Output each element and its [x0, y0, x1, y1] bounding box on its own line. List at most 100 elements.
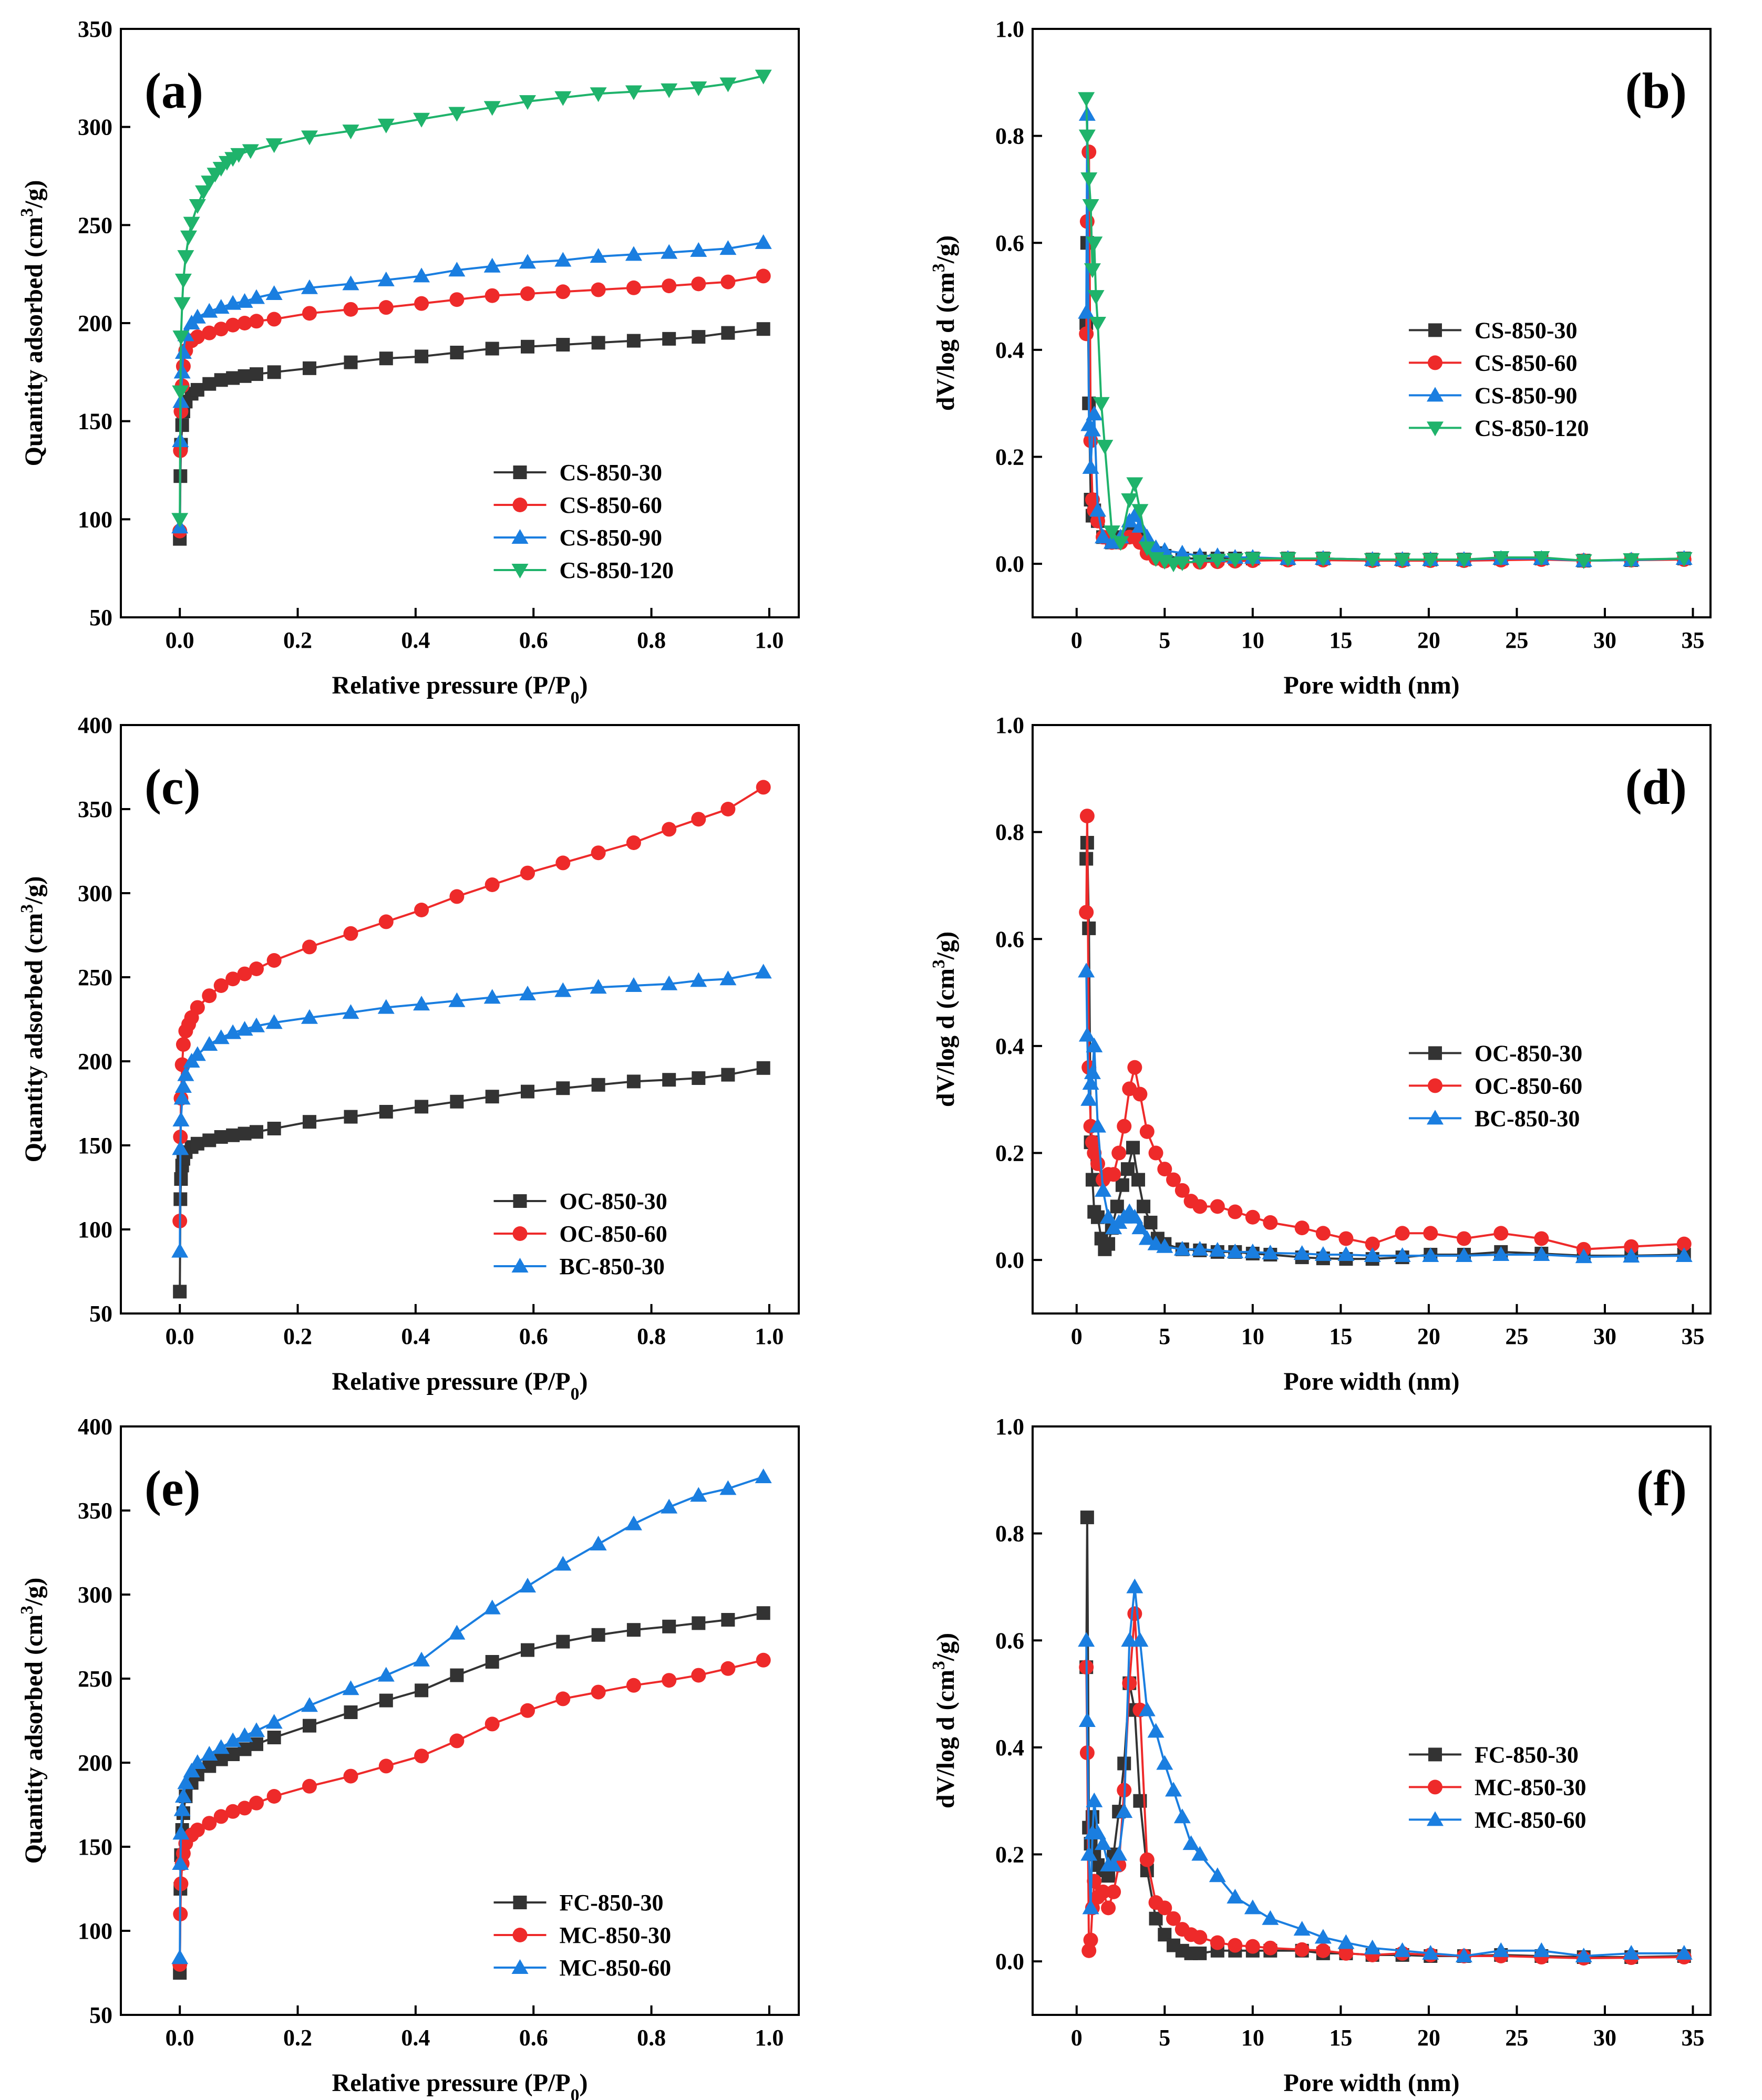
panel-label: (c)	[145, 759, 201, 815]
data-point	[1337, 1934, 1355, 1949]
data-point	[1623, 1944, 1640, 1960]
data-point	[343, 926, 358, 941]
y-tick-label: 350	[78, 1498, 112, 1524]
y-tick-label: 300	[78, 115, 112, 140]
data-point	[302, 1719, 316, 1733]
x-tick-label: 10	[1241, 627, 1264, 653]
data-point	[661, 975, 678, 990]
data-point	[450, 346, 464, 359]
data-point	[413, 1651, 430, 1667]
y-tick-label: 150	[78, 1133, 112, 1158]
legend-label: OC-850-30	[560, 1188, 667, 1214]
data-point	[1422, 1944, 1439, 1960]
legend-marker	[511, 1959, 529, 1974]
chart-panel-f: 0 5 10 15 20 25 30 35 0.0 0.2 0.4 0.6 0.8 1.0 Pore wid…	[929, 1414, 1712, 2097]
data-point	[1115, 1178, 1129, 1192]
data-point	[266, 953, 282, 968]
data-point	[1279, 552, 1296, 567]
data-point	[721, 1068, 735, 1082]
panel-label: (f)	[1636, 1460, 1687, 1516]
data-point	[302, 1778, 317, 1794]
y-tick-label: 150	[78, 409, 112, 435]
y-tick-label: 0.2	[995, 1842, 1024, 1868]
x-tick-label: 25	[1505, 1323, 1528, 1349]
data-point	[1121, 493, 1138, 508]
data-point	[1227, 553, 1244, 568]
panel-label: (a)	[145, 63, 203, 119]
legend-label: OC-850-60	[1475, 1073, 1582, 1099]
plot-frame	[120, 724, 800, 1315]
data-point	[1210, 1199, 1225, 1214]
data-point	[1455, 1247, 1472, 1263]
data-point	[173, 1285, 187, 1299]
data-point	[267, 1731, 281, 1744]
data-point	[555, 855, 571, 871]
y-tick-label: 1.0	[995, 16, 1024, 42]
x-tick-label: 15	[1329, 1323, 1352, 1349]
data-point	[1244, 1243, 1261, 1258]
legend: OC-850-30 OC-850-60 BC-850-30	[493, 1188, 667, 1279]
data-layer	[171, 1468, 772, 1980]
y-tick-label: 200	[78, 1049, 112, 1074]
data-point	[1138, 529, 1156, 544]
panel-label: (e)	[145, 1460, 201, 1516]
x-tick-label: 10	[1241, 1323, 1264, 1349]
data-point	[267, 1122, 281, 1135]
x-tick-label: 20	[1417, 1323, 1440, 1349]
data-point	[1534, 1231, 1549, 1246]
plot-frame	[1032, 724, 1712, 1315]
data-point	[174, 344, 192, 359]
y-tick-label: 0.0	[995, 1247, 1024, 1273]
data-point	[249, 314, 264, 329]
data-point	[1086, 236, 1103, 252]
data-point	[171, 1949, 189, 1964]
data-point	[1533, 1942, 1550, 1957]
series-line-CS-850-90	[179, 241, 764, 527]
y-tick-label: 0.8	[995, 820, 1024, 845]
data-point	[415, 1683, 429, 1698]
series-line-OC-850-60	[179, 786, 764, 1222]
x-tick-label: 25	[1505, 2025, 1528, 2051]
data-point	[1395, 1226, 1410, 1241]
data-point	[344, 355, 358, 369]
data-point	[1166, 1172, 1181, 1187]
series-line-OC-850-30	[1085, 842, 1684, 1260]
y-tick-label: 400	[78, 1414, 112, 1440]
data-point	[377, 1667, 395, 1682]
data-point	[1294, 1942, 1310, 1957]
data-point	[721, 1613, 735, 1627]
data-point	[1675, 1944, 1693, 1960]
data-point	[344, 1110, 358, 1124]
data-point	[1394, 1247, 1411, 1263]
data-point	[226, 1128, 240, 1142]
legend-label: BC-850-30	[560, 1254, 665, 1279]
data-point	[1138, 1701, 1156, 1716]
legend-label: CS-850-120	[560, 557, 674, 583]
data-point	[448, 107, 466, 122]
data-point	[201, 303, 218, 318]
data-point	[1209, 1867, 1226, 1882]
data-point	[237, 1801, 252, 1816]
data-point	[1173, 1240, 1191, 1256]
data-point	[1365, 1236, 1380, 1251]
x-axis-title: Relative pressure (P/P0)	[332, 1368, 588, 1404]
data-point	[554, 982, 572, 997]
x-tick-label: 20	[1417, 627, 1440, 653]
data-point	[1147, 1723, 1165, 1738]
legend-marker	[1428, 1046, 1442, 1060]
data-point	[266, 312, 282, 327]
data-point	[1423, 1226, 1438, 1241]
data-point	[626, 835, 641, 850]
data-point	[556, 338, 570, 352]
data-point	[1675, 1247, 1693, 1263]
data-layer	[1078, 809, 1693, 1266]
data-point	[519, 95, 536, 110]
legend: CS-850-30 CS-850-60 CS-850-90 CS-850-120	[493, 460, 674, 583]
data-point	[690, 1487, 707, 1502]
data-point	[1084, 1064, 1101, 1079]
data-point	[213, 322, 229, 337]
panel-label: (d)	[1625, 759, 1687, 815]
data-point	[1086, 406, 1103, 421]
y-tick-label: 0.6	[995, 926, 1024, 952]
data-point	[521, 339, 534, 354]
